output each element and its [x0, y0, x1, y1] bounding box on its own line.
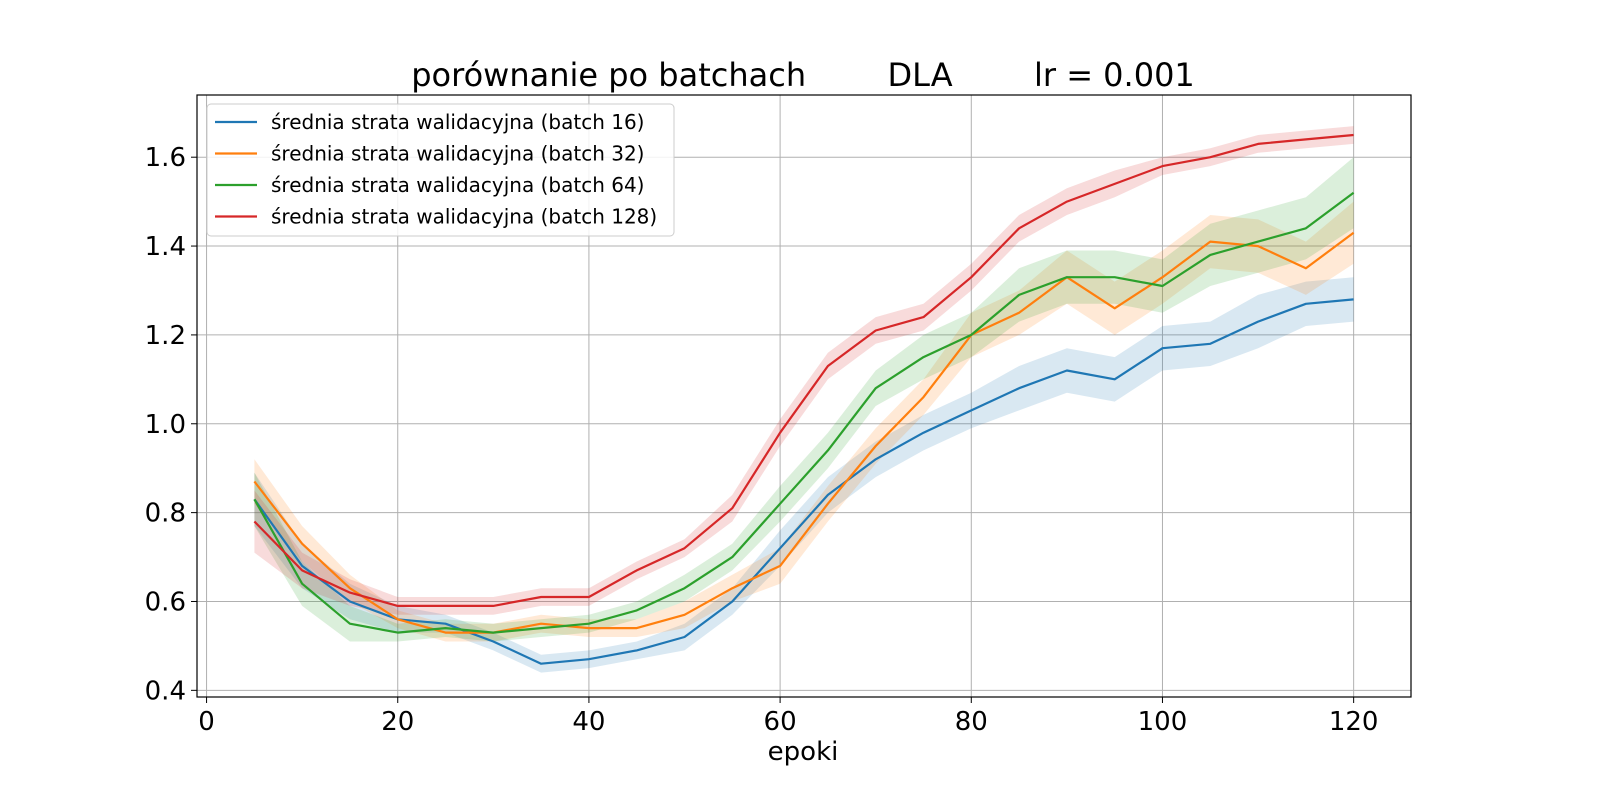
x-tick-label: 0 — [198, 707, 215, 737]
legend: średnia strata walidacyjna (batch 16) śre… — [206, 103, 675, 237]
legend-box — [206, 103, 675, 237]
series-line-4 — [253, 133, 1354, 608]
y-tick-label: 0.4 — [145, 676, 186, 706]
legend-entry-3: średnia strata walidacyjna (batch 64) — [271, 173, 644, 197]
series-lines — [253, 133, 1355, 665]
x-tick-label: 100 — [1138, 707, 1188, 737]
series-band-1 — [254, 277, 1354, 673]
legend-entry-2: średnia strata walidacyjna (batch 32) — [271, 142, 644, 166]
y-tick-label: 1.2 — [145, 321, 186, 351]
x-tick-label: 60 — [764, 707, 797, 737]
x-tick-label: 40 — [572, 707, 605, 737]
series-line-2 — [253, 231, 1355, 634]
x-tick-label: 120 — [1329, 707, 1379, 737]
y-tick-label: 1.0 — [145, 410, 186, 440]
x-tick-label: 20 — [381, 707, 414, 737]
series-line-1 — [253, 298, 1354, 665]
chart-title: porównanie po batchach DLA lr = 0.001 — [411, 56, 1195, 94]
y-tick-label: 1.4 — [145, 232, 186, 262]
plot-frame — [196, 94, 1412, 698]
legend-entry-1: średnia strata walidacyjna (batch 16) — [271, 110, 644, 134]
axis-ticks: 0 20 40 60 80 100 120 0.4 0.6 0.8 1.0 1.2 1.4 1.6 — [145, 143, 1379, 737]
y-tick-label: 1.6 — [145, 143, 186, 173]
legend-entry-4: średnia strata walidacyjna (batch 128) — [271, 205, 657, 229]
series-line-3 — [253, 191, 1355, 634]
y-tick-label: 0.6 — [145, 587, 186, 617]
x-axis-label: epoki — [768, 737, 839, 767]
x-tick-label: 80 — [955, 707, 988, 737]
y-tick-label: 0.8 — [145, 499, 186, 529]
